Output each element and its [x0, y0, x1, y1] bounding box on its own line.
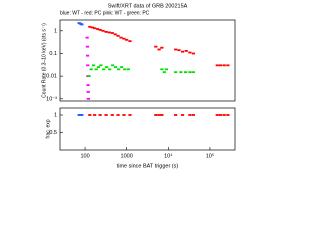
- data-point: [116, 114, 120, 116]
- data-point: [128, 40, 132, 43]
- data-point: [180, 114, 185, 116]
- data-point: [104, 30, 108, 33]
- data-point: [93, 114, 97, 116]
- data-point: [116, 34, 120, 37]
- data-point: [98, 28, 102, 31]
- data-point: [80, 114, 84, 116]
- x-axis-label: time since BAT trigger (s): [117, 163, 179, 169]
- x-tick-label: 100: [80, 153, 89, 159]
- data-point: [113, 66, 118, 69]
- data-point: [119, 36, 123, 39]
- y-axis-label: frac. exp: [45, 119, 51, 138]
- x-tick-label: 10⁴: [164, 152, 173, 159]
- data-point: [102, 68, 106, 71]
- data-point: [174, 114, 178, 116]
- data-point: [88, 25, 92, 28]
- data-point: [110, 32, 114, 34]
- data-point: [120, 66, 124, 69]
- data-point: [215, 64, 219, 67]
- data-point: [215, 114, 219, 116]
- data-point: [184, 49, 188, 52]
- data-point: [85, 54, 90, 57]
- y-tick-label: 1: [54, 112, 57, 118]
- page: {"chart_data":[ {"type":"scatter","title…: [41, 3, 236, 170]
- data-point: [99, 64, 103, 67]
- data-point: [218, 114, 223, 116]
- data-point: [111, 64, 115, 67]
- y-tick-label: 0.01: [46, 74, 57, 80]
- data-point: [86, 84, 90, 87]
- y-tick-label: 0.1: [49, 51, 57, 57]
- data-point: [94, 68, 98, 71]
- data-point: [88, 114, 92, 116]
- data-point: [191, 71, 195, 74]
- data-point: [117, 68, 121, 71]
- data-point: [87, 75, 91, 78]
- data-point: [89, 68, 93, 71]
- data-point: [191, 114, 195, 116]
- data-point: [222, 114, 226, 116]
- y-tick-label: 10⁻³: [46, 96, 57, 102]
- data-point: [98, 114, 102, 116]
- data-point: [110, 114, 114, 116]
- chart-title: Swift/XRT data of GRB 200215A: [108, 3, 188, 9]
- data-point: [128, 114, 132, 116]
- data-point: [160, 68, 164, 71]
- data-point: [104, 114, 108, 116]
- data-point: [218, 64, 223, 67]
- data-point: [122, 114, 126, 116]
- data-point: [226, 114, 230, 116]
- data-point: [105, 66, 109, 69]
- data-point: [86, 91, 90, 93]
- data-point: [91, 64, 96, 67]
- data-point: [157, 48, 161, 51]
- data-point: [113, 33, 117, 36]
- data-point: [174, 48, 178, 51]
- data-point: [96, 66, 101, 69]
- data-point: [108, 68, 112, 71]
- plot-frame: [59, 19, 236, 102]
- data-point: [177, 49, 181, 52]
- data-point: [222, 64, 226, 67]
- data-point: [164, 68, 169, 71]
- data-point: [154, 45, 158, 48]
- data-point: [188, 114, 192, 116]
- data-point: [86, 64, 90, 67]
- data-point: [154, 114, 158, 116]
- data-point: [188, 51, 192, 54]
- data-point: [160, 114, 164, 116]
- data-point: [180, 50, 185, 53]
- data-point: [85, 45, 90, 48]
- x-tick-label: 10⁵: [206, 152, 214, 159]
- y-tick-label: 1: [54, 28, 57, 34]
- data-point: [160, 46, 164, 49]
- data-point: [122, 37, 126, 40]
- data-point: [101, 29, 105, 32]
- data-point: [95, 28, 100, 30]
- data-point: [85, 36, 89, 39]
- data-point: [86, 97, 90, 100]
- data-point: [188, 71, 192, 74]
- chart-subtitle: blue: WT - red: PC pink: WT - green: PC: [60, 10, 150, 16]
- x-tick-label: 1000: [121, 153, 133, 159]
- data-point: [157, 114, 161, 116]
- data-point: [126, 68, 131, 71]
- data-point: [123, 68, 127, 71]
- data-point: [93, 27, 97, 30]
- y-tick-label: 0.5: [49, 130, 57, 136]
- data-point: [162, 71, 166, 74]
- data-point: [191, 52, 195, 55]
- data-point: [226, 64, 230, 67]
- plot-frame: [59, 107, 236, 151]
- data-point: [125, 38, 129, 41]
- data-point: [107, 31, 111, 34]
- data-point: [80, 23, 84, 26]
- y-axis-label: Count Rate (0.3–10 keV) (cts s⁻¹): [41, 23, 47, 98]
- data-point: [174, 71, 178, 74]
- data-point: [90, 26, 94, 29]
- data-point: [179, 71, 183, 74]
- data-point: [183, 71, 188, 74]
